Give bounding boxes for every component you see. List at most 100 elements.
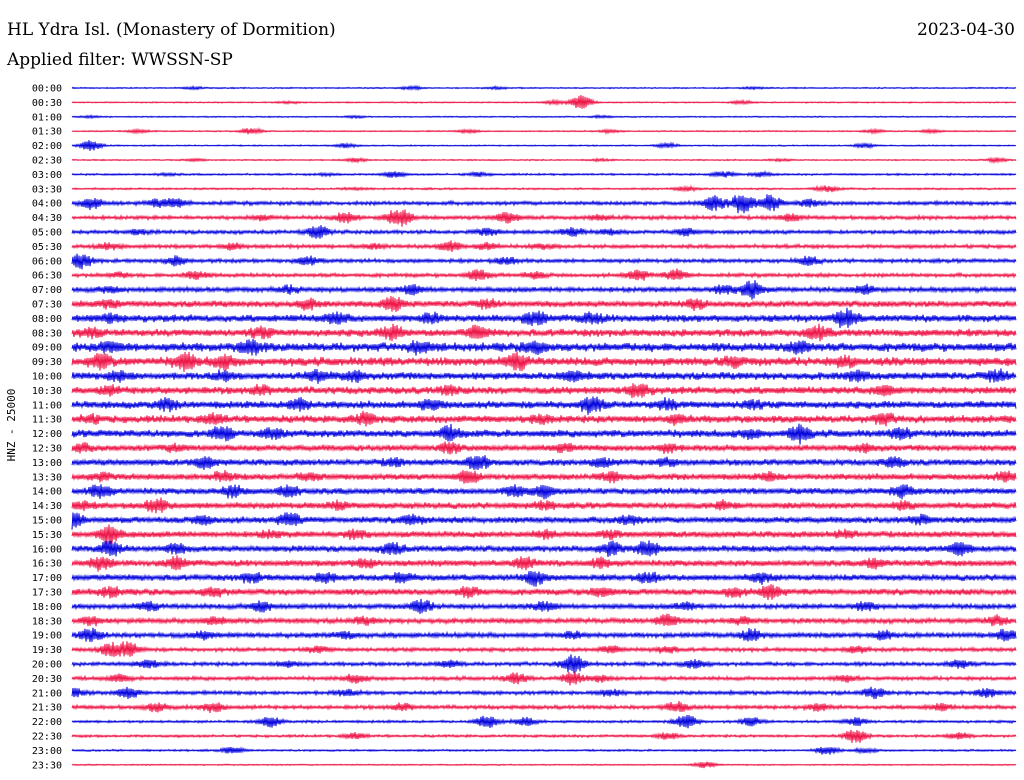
row-time-label: 21:00 [32, 688, 62, 699]
trace-line [71, 156, 1017, 165]
row-time-label: 23:30 [32, 760, 62, 771]
row-time-label: 05:00 [32, 228, 62, 239]
row-time-label: 06:30 [32, 271, 62, 282]
trace-line [71, 140, 1017, 151]
row-time-label: 05:30 [32, 242, 62, 253]
trace-line [71, 584, 1017, 601]
trace-line [71, 84, 1017, 92]
row-time-label: 10:00 [32, 372, 62, 383]
trace-line [71, 484, 1017, 500]
trace-line [71, 423, 1017, 445]
trace-line [71, 455, 1017, 471]
trace-line [71, 497, 1017, 514]
row-time-label: 04:00 [32, 199, 62, 210]
row-time-label: 07:00 [32, 285, 62, 296]
trace-line [71, 396, 1017, 415]
trace-line [71, 441, 1017, 455]
row-time-label: 00:30 [32, 98, 62, 109]
row-time-label: 07:30 [32, 300, 62, 311]
trace-line [71, 383, 1017, 399]
row-time-label: 22:30 [32, 732, 62, 743]
row-time-label: 17:00 [32, 573, 62, 584]
trace-line [71, 671, 1017, 686]
row-time-label: 13:30 [32, 472, 62, 483]
trace-line [71, 570, 1017, 587]
trace-line [71, 368, 1017, 384]
row-time-label: 01:30 [32, 127, 62, 138]
row-time-label: 11:00 [32, 400, 62, 411]
row-time-label: 16:30 [32, 559, 62, 570]
trace-line [71, 94, 1017, 109]
trace-line [71, 225, 1017, 239]
row-time-label: 03:00 [32, 170, 62, 181]
row-time-label: 08:30 [32, 328, 62, 339]
trace-line [71, 268, 1017, 281]
row-time-label: 15:00 [32, 516, 62, 527]
row-time-label: 10:30 [32, 386, 62, 397]
row-time-label: 09:30 [32, 357, 62, 368]
trace-line [71, 654, 1017, 674]
trace-line [71, 280, 1017, 300]
trace-line [71, 540, 1017, 558]
trace-line [71, 113, 1017, 120]
row-time-label: 13:00 [32, 458, 62, 469]
row-time-label: 11:30 [32, 415, 62, 426]
trace-line [71, 410, 1017, 427]
trace-line [71, 338, 1017, 356]
row-time-label: 20:30 [32, 674, 62, 685]
row-time-label: 17:30 [32, 588, 62, 599]
row-time-label: 01:00 [32, 112, 62, 123]
row-time-label: 18:00 [32, 602, 62, 613]
row-time-label: 23:00 [32, 746, 62, 757]
row-time-label: 02:00 [32, 141, 62, 152]
row-time-label: 12:30 [32, 444, 62, 455]
row-time-label: 12:00 [32, 429, 62, 440]
row-time-label: 08:00 [32, 314, 62, 325]
trace-line [71, 729, 1017, 744]
row-time-label: 14:30 [32, 501, 62, 512]
trace-line [71, 253, 1017, 270]
date-label: 2023-04-30 [916, 20, 1015, 40]
row-time-label: 04:30 [32, 213, 62, 224]
trace-line [71, 470, 1017, 484]
trace-line [71, 240, 1017, 253]
row-time-label: 22:00 [32, 717, 62, 728]
row-time-label: 02:30 [32, 156, 62, 167]
trace-line [71, 209, 1017, 227]
row-time-label: 20:00 [32, 660, 62, 671]
trace-line [71, 761, 1017, 769]
trace-line [71, 555, 1017, 572]
row-time-label: 19:00 [32, 631, 62, 642]
row-time-label: 06:00 [32, 256, 62, 267]
trace-line [71, 296, 1017, 312]
trace-line [71, 746, 1017, 755]
row-time-label: 00:00 [32, 84, 62, 95]
trace-line [71, 169, 1017, 179]
trace-line [71, 351, 1017, 373]
trace-line [71, 323, 1017, 342]
trace-line [71, 686, 1017, 700]
row-time-label: 21:30 [32, 703, 62, 714]
trace-line [71, 701, 1017, 714]
row-time-label: 15:30 [32, 530, 62, 541]
row-time-label: 16:00 [32, 544, 62, 555]
row-time-label: 14:00 [32, 487, 62, 498]
trace-line [71, 194, 1017, 214]
row-time-label: 03:30 [32, 184, 62, 195]
trace-line [71, 714, 1017, 729]
station-title: HL Ydra Isl. (Monastery of Dormition) [7, 20, 336, 40]
trace-line [71, 641, 1017, 657]
trace-line [71, 598, 1017, 614]
trace-line [71, 126, 1017, 135]
row-time-label: 09:00 [32, 343, 62, 354]
trace-line [71, 184, 1017, 193]
row-time-label: 18:30 [32, 616, 62, 627]
trace-line [71, 627, 1017, 643]
row-time-label: 19:30 [32, 645, 62, 656]
trace-line [71, 307, 1017, 329]
filter-label: Applied filter: WWSSN-SP [7, 50, 233, 70]
trace-line [71, 613, 1017, 627]
trace-line [71, 512, 1017, 530]
trace-line [71, 524, 1017, 545]
